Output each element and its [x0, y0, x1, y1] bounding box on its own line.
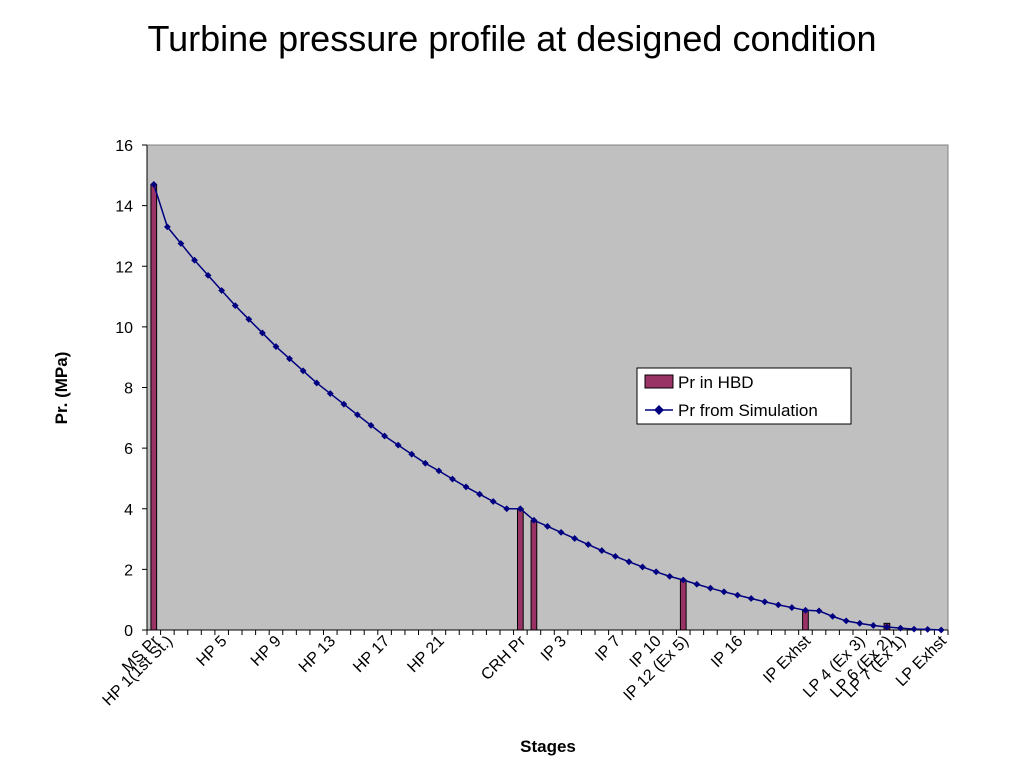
point-marker — [394, 441, 402, 449]
point-marker — [462, 483, 470, 491]
point-marker — [313, 379, 321, 387]
point-marker — [177, 240, 185, 247]
point-marker — [625, 558, 633, 566]
point-marker — [326, 390, 334, 397]
point-marker — [258, 329, 266, 337]
point-marker — [707, 584, 714, 592]
point-marker — [408, 450, 416, 458]
point-marker — [720, 588, 728, 596]
y-tick-label: 10 — [115, 320, 133, 337]
legend-label-bar: Pr in HBD — [678, 373, 754, 392]
point-marker — [747, 595, 755, 602]
y-tick-label: 12 — [115, 259, 133, 276]
point-marker — [734, 591, 741, 599]
point-marker — [910, 625, 918, 633]
y-tick-label: 8 — [124, 381, 133, 398]
x-axis-title: Stages — [520, 737, 576, 756]
legend-marker — [654, 405, 664, 415]
point-marker — [489, 498, 497, 505]
x-tick-label: CRH Pr — [478, 632, 529, 683]
x-ticks — [146, 630, 949, 635]
y-tick-label: 14 — [115, 199, 133, 216]
point-marker — [802, 606, 809, 614]
point-marker — [516, 505, 524, 513]
point-marker — [869, 622, 877, 629]
point-marker — [639, 563, 646, 571]
point-marker — [652, 568, 660, 576]
point-marker — [598, 547, 606, 554]
legend-swatch-bar — [644, 374, 674, 389]
x-tick-label: HP 17 — [350, 633, 393, 676]
legend-label-line: Pr from Simulation — [678, 401, 818, 420]
y-tick-label: 2 — [124, 562, 133, 579]
point-marker — [218, 287, 226, 294]
point-marker — [761, 598, 769, 606]
line-series — [150, 181, 945, 634]
point-marker — [163, 223, 171, 231]
point-marker — [150, 181, 158, 188]
point-marker — [354, 411, 361, 419]
point-marker — [530, 516, 538, 524]
chart-title: Turbine pressure profile at designed con… — [147, 18, 877, 59]
point-marker — [829, 612, 837, 620]
point-marker — [557, 528, 565, 536]
point-marker — [381, 432, 388, 440]
point-marker — [503, 505, 511, 513]
point-marker — [693, 580, 701, 588]
point-marker — [897, 624, 904, 632]
point-marker — [666, 572, 674, 580]
x-tick-label: HP 5 — [194, 633, 231, 670]
point-marker — [272, 343, 280, 350]
x-tick-label: HP 13 — [296, 633, 339, 676]
point-marker — [611, 552, 619, 560]
point-marker — [544, 522, 551, 530]
point-marker — [421, 459, 429, 467]
bar — [516, 508, 524, 631]
y-axis-title: Pr. (MPa) — [52, 352, 71, 425]
point-marker — [299, 367, 307, 375]
y-ticks: 0 2 4 6 8 10 12 14 16 — [115, 138, 147, 640]
y-tick-label: 4 — [124, 502, 133, 519]
point-marker — [924, 625, 932, 633]
x-tick-label: HP 9 — [248, 633, 285, 670]
x-tick-label: IP 16 — [708, 633, 746, 671]
point-marker — [367, 421, 375, 429]
point-marker — [191, 256, 198, 264]
point-marker — [571, 535, 579, 542]
x-tick-label: HP 21 — [404, 633, 447, 676]
y-tick-label: 0 — [124, 623, 133, 640]
point-marker — [435, 467, 443, 475]
y-tick-label: 6 — [124, 441, 133, 458]
point-marker — [815, 607, 823, 615]
point-marker — [286, 355, 293, 363]
point-marker — [449, 475, 456, 483]
point-marker — [842, 617, 850, 625]
point-marker — [476, 490, 484, 498]
point-marker — [883, 623, 891, 631]
point-marker — [340, 400, 348, 408]
point-marker — [774, 601, 782, 609]
bar — [679, 579, 687, 631]
x-tick-label: IP Exhst — [760, 632, 814, 686]
point-marker — [856, 619, 864, 627]
point-marker — [231, 302, 239, 310]
legend: Pr in HBD Pr from Simulation — [636, 367, 852, 425]
point-marker — [937, 626, 945, 634]
point-marker — [788, 604, 796, 611]
point-marker — [245, 315, 253, 323]
point-marker — [679, 576, 687, 584]
point-marker — [584, 541, 592, 548]
y-tick-label: 16 — [115, 138, 133, 155]
x-tick-label: IP 7 — [592, 633, 624, 665]
bar — [150, 183, 158, 631]
x-tick-label: IP 3 — [538, 633, 570, 665]
point-marker — [204, 271, 212, 279]
bar — [530, 520, 538, 631]
